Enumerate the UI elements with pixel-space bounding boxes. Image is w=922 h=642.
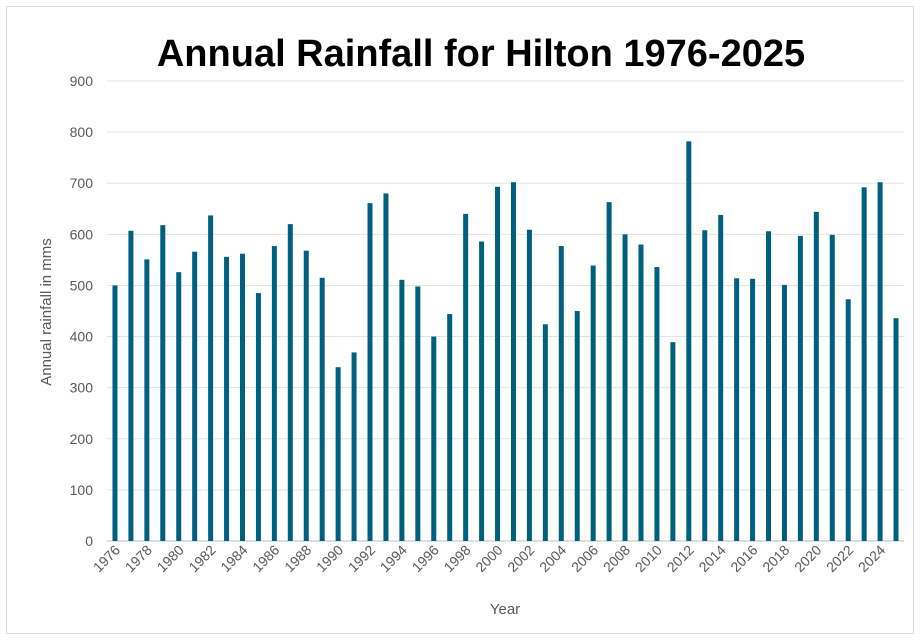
- bar-1983: [224, 256, 230, 541]
- x-axis-label: Year: [490, 601, 520, 618]
- bar-1979: [160, 225, 166, 541]
- x-tick-label: 1990: [313, 542, 346, 575]
- bar-2008: [622, 234, 628, 542]
- bar-2016: [750, 278, 756, 541]
- gridlines: [107, 80, 904, 542]
- bar-1989: [319, 277, 325, 541]
- bar-2018: [781, 284, 787, 541]
- bar-2020: [813, 211, 819, 541]
- bar-1993: [383, 193, 389, 541]
- bar-1977: [128, 230, 134, 541]
- bar-2017: [766, 231, 772, 541]
- bar-2003: [542, 324, 548, 541]
- bar-2010: [654, 267, 660, 541]
- x-tick-label: 1978: [122, 542, 155, 575]
- bar-1981: [192, 251, 198, 541]
- y-tick-label: 100: [70, 482, 94, 498]
- bar-1982: [208, 215, 214, 541]
- chart-frame: [6, 6, 914, 634]
- bar-2011: [670, 342, 676, 541]
- y-tick-label: 0: [85, 533, 93, 549]
- x-tick-label: 2024: [855, 542, 888, 575]
- bar-1990: [335, 367, 341, 541]
- y-tick-labels: 0 100 200 300 400 500 600 700 800 900: [70, 73, 94, 549]
- x-tick-labels: 1976197819801982198419861988199019921994…: [90, 542, 889, 575]
- x-tick-label: 1986: [249, 542, 282, 575]
- x-tick-label: 1996: [409, 542, 442, 575]
- x-tick-label: 1982: [185, 542, 218, 575]
- y-axis-label: Annual rainfall in mms: [38, 238, 55, 386]
- bar-2021: [829, 234, 835, 541]
- bar-2006: [590, 265, 596, 541]
- x-tick-label: 1988: [281, 542, 314, 575]
- bar-1976: [112, 285, 118, 541]
- bar-1995: [415, 286, 421, 541]
- x-tick-label: 2018: [759, 542, 792, 575]
- bar-2000: [495, 186, 501, 542]
- bar-1984: [239, 253, 245, 541]
- bar-2024: [877, 182, 883, 541]
- x-tick-label: 1984: [217, 542, 250, 575]
- bars: [112, 141, 899, 542]
- bar-2005: [574, 311, 580, 541]
- bar-2015: [734, 278, 740, 541]
- bar-2022: [845, 299, 851, 541]
- bar-2025: [893, 318, 899, 541]
- bar-1991: [351, 352, 357, 541]
- y-tick-label: 900: [70, 73, 94, 89]
- y-tick-label: 300: [70, 380, 94, 396]
- bar-1978: [144, 259, 150, 541]
- bar-1992: [367, 203, 373, 541]
- bar-2013: [702, 230, 708, 541]
- bar-2019: [797, 235, 803, 541]
- x-tick-label: 2020: [791, 542, 824, 575]
- x-tick-label: 1998: [440, 542, 473, 575]
- bar-2004: [558, 246, 564, 542]
- y-tick-label: 200: [70, 431, 94, 447]
- x-tick-label: 1976: [90, 542, 123, 575]
- chart-title: Annual Rainfall for Hilton 1976-2025: [157, 33, 805, 75]
- x-tick-label: 2004: [536, 542, 569, 575]
- bar-1985: [255, 293, 261, 541]
- y-tick-label: 600: [70, 226, 94, 242]
- bar-1994: [399, 279, 405, 541]
- bar-2007: [606, 202, 612, 541]
- x-tick-label: 1994: [377, 542, 410, 575]
- x-tick-label: 2002: [504, 542, 537, 575]
- x-tick-label: 2006: [568, 542, 601, 575]
- x-tick-label: 1980: [154, 542, 187, 575]
- x-tick-label: 2010: [632, 542, 665, 575]
- y-tick-label: 700: [70, 175, 94, 191]
- bar-2012: [686, 141, 692, 542]
- bar-1999: [479, 241, 485, 541]
- y-tick-label: 400: [70, 329, 94, 345]
- x-tick-label: 1992: [345, 542, 378, 575]
- x-tick-label: 2014: [695, 542, 728, 575]
- bar-1996: [431, 336, 437, 541]
- bar-1988: [303, 250, 309, 541]
- bar-2009: [638, 244, 644, 542]
- bar-1980: [176, 272, 182, 541]
- x-tick-label: 2022: [823, 542, 856, 575]
- y-tick-label: 800: [70, 124, 94, 140]
- x-tick-label: 2008: [600, 542, 633, 575]
- bar-1998: [463, 213, 469, 541]
- bar-2023: [861, 187, 867, 542]
- x-tick-label: 2012: [664, 542, 697, 575]
- bar-2001: [510, 182, 516, 541]
- bar-1986: [271, 246, 277, 542]
- bar-2002: [526, 229, 532, 541]
- bar-1987: [287, 224, 293, 541]
- bar-1997: [447, 314, 453, 541]
- x-tick-label: 2016: [727, 542, 760, 575]
- x-tick-label: 2000: [472, 542, 505, 575]
- bar-2014: [718, 214, 724, 541]
- y-tick-label: 500: [70, 277, 94, 293]
